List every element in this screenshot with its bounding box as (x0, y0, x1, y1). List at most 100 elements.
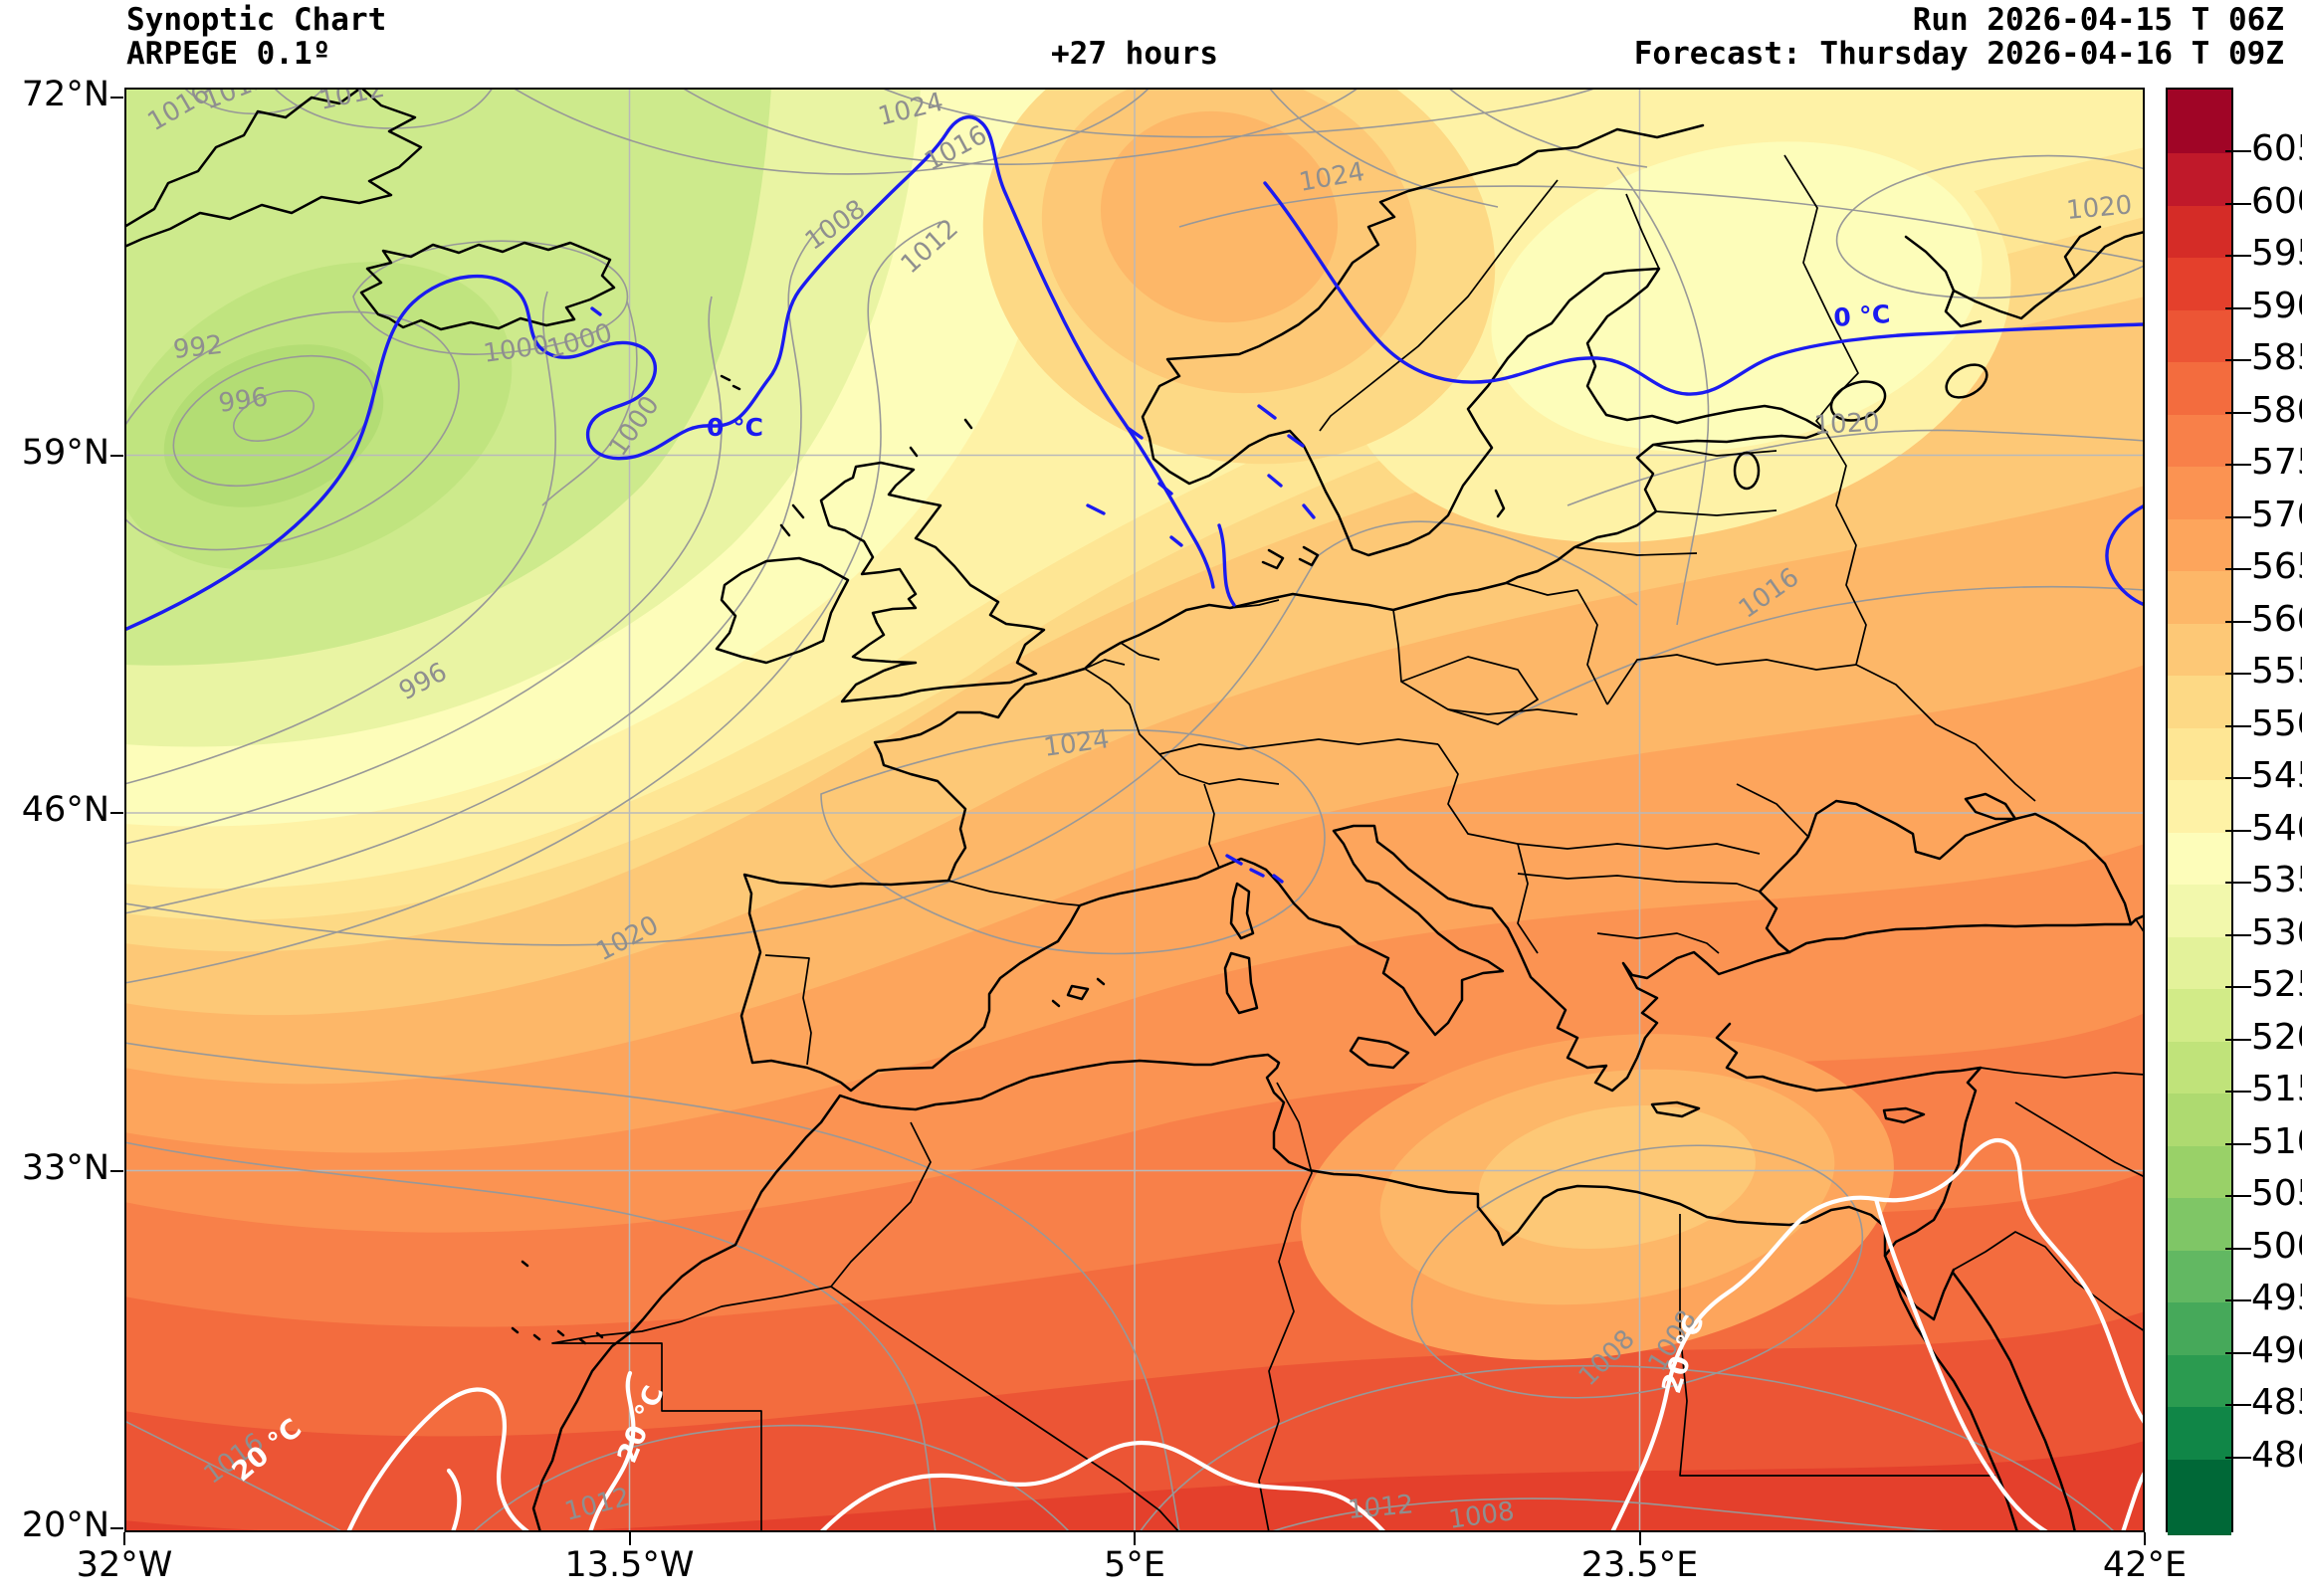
warm-isotherm-20c (345, 1138, 2145, 1532)
colorbar-segment (2168, 1302, 2231, 1356)
lat-tick-label: 46°N (21, 790, 109, 830)
colorbar-segment (2168, 258, 2231, 311)
colorbar-tick-mark (2225, 1247, 2251, 1250)
colorbar-segment (2168, 1041, 2231, 1096)
isobar-value-label: 992 (172, 330, 225, 365)
lat-tick-mark (110, 1169, 123, 1172)
colorbar-tick-label: 505 (2251, 1173, 2302, 1215)
colorbar-tick-mark (2225, 777, 2251, 780)
colorbar-tick-mark (2225, 411, 2251, 414)
colorbar-segment (2168, 309, 2231, 363)
colorbar-tick-label: 485 (2251, 1382, 2302, 1424)
colorbar-segment (2168, 1354, 2231, 1409)
country-borders (551, 154, 2145, 1532)
colorbar-tick-label: 540 (2251, 807, 2302, 849)
colorbar-tick-label: 490 (2251, 1329, 2302, 1371)
colorbar-tick-mark (2225, 933, 2251, 936)
colorbar-tick-mark (2225, 150, 2251, 152)
colorbar-tick-label: 535 (2251, 860, 2302, 901)
isobar-value-label: 1012 (1347, 1490, 1415, 1525)
colorbar-segment (2168, 936, 2231, 991)
colorbar-tick-mark (2225, 1404, 2251, 1407)
colorbar-tick-mark (2225, 829, 2251, 832)
colorbar-tick-label: 525 (2251, 964, 2302, 1006)
lon-tick-mark (1638, 1532, 1641, 1545)
freezing-isotherm-0c (124, 114, 2145, 884)
colorbar-tick-label: 555 (2251, 651, 2302, 693)
colorbar-segment (2168, 90, 2231, 154)
colorbar-tick-mark (2225, 1038, 2251, 1041)
run-timestamp: Run 2026-04-15 T 06Z (1912, 2, 2284, 38)
colorbar-segment (2168, 623, 2231, 677)
colorbar-segment (2168, 571, 2231, 625)
colorbar-tick-mark (2225, 1142, 2251, 1145)
colorbar-segment (2168, 676, 2231, 729)
colorbar-segment (2168, 1145, 2231, 1200)
colorbar-tick-label: 495 (2251, 1278, 2302, 1319)
lon-tick-label: 13.5°W (564, 1545, 695, 1585)
colorbar-tick-label: 600 (2251, 180, 2302, 222)
map-frame (124, 88, 2145, 1532)
colorbar-tick-label: 575 (2251, 442, 2302, 484)
isobar-contours (124, 88, 2145, 1532)
colorbar-tick-label: 545 (2251, 755, 2302, 797)
isobar-value-label: 996 (217, 382, 270, 419)
colorbar-segment (2168, 1407, 2231, 1461)
isobar-value-label: 1020 (1813, 408, 1881, 441)
colorbar-tick-mark (2225, 255, 2251, 258)
colorbar-segment (2168, 362, 2231, 416)
colorbar-tick-label: 565 (2251, 546, 2302, 588)
colorbar-tick-mark (2225, 673, 2251, 676)
colorbar-segment (2168, 205, 2231, 259)
colorbar-tick-label: 595 (2251, 233, 2302, 275)
lat-tick-mark (110, 97, 123, 99)
freezing-isotherm-label: 0 °C (707, 413, 763, 442)
colorbar-tick-label: 560 (2251, 598, 2302, 640)
colorbar-tick-label: 570 (2251, 494, 2302, 535)
lat-tick-label: 20°N (21, 1505, 109, 1545)
colorbar-segment (2168, 1198, 2231, 1252)
colorbar-tick-mark (2225, 1091, 2251, 1094)
colorbar-tick-label: 530 (2251, 911, 2302, 953)
colorbar-tick-label: 510 (2251, 1120, 2302, 1162)
colorbar-segment (2168, 989, 2231, 1043)
colorbar-segment (2168, 153, 2231, 207)
colorbar-tick-mark (2225, 202, 2251, 205)
colorbar-tick-mark (2225, 620, 2251, 623)
lon-tick-mark (628, 1532, 631, 1545)
colorbar-tick-mark (2225, 1351, 2251, 1354)
colorbar-segment (2168, 780, 2231, 834)
colorbar-segment (2168, 518, 2231, 572)
colorbar-tick-mark (2225, 724, 2251, 727)
colorbar-tick-label: 480 (2251, 1435, 2302, 1476)
lon-tick-label: 42°E (2102, 1545, 2188, 1585)
colorbar-tick-mark (2225, 464, 2251, 467)
colorbar-tick-mark (2225, 1457, 2251, 1459)
lon-tick-mark (123, 1532, 125, 1545)
colorbar-segment (2168, 467, 2231, 520)
lon-tick-label: 23.5°E (1580, 1545, 1699, 1585)
colorbar-segment (2168, 727, 2231, 782)
lat-tick-mark (110, 812, 123, 814)
colorbar-segment (2168, 832, 2231, 887)
colorbar-tick-mark (2225, 306, 2251, 309)
lon-tick-label: 32°W (76, 1545, 173, 1585)
colorbar-tick-mark (2225, 882, 2251, 885)
colorbar-tick-label: 585 (2251, 337, 2302, 379)
colorbar-tick-mark (2225, 515, 2251, 518)
colorbar-tick-label: 580 (2251, 389, 2302, 431)
lon-tick-mark (2144, 1532, 2146, 1545)
freezing-isotherm-label: 0 °C (1832, 299, 1891, 332)
colorbar-tick-mark (2225, 359, 2251, 362)
colorbar-tick-mark (2225, 986, 2251, 989)
lat-tick-label: 59°N (21, 432, 109, 473)
forecast-timestamp: Forecast: Thursday 2026-04-16 T 09Z (1633, 36, 2284, 72)
colorbar-tick-label: 605 (2251, 128, 2302, 169)
colorbar-tick-label: 520 (2251, 1016, 2302, 1058)
colorbar-segment (2168, 414, 2231, 468)
lead-time-label: +27 hours (1051, 36, 1218, 72)
lat-tick-label: 72°N (21, 75, 109, 114)
lat-tick-mark (110, 454, 123, 457)
